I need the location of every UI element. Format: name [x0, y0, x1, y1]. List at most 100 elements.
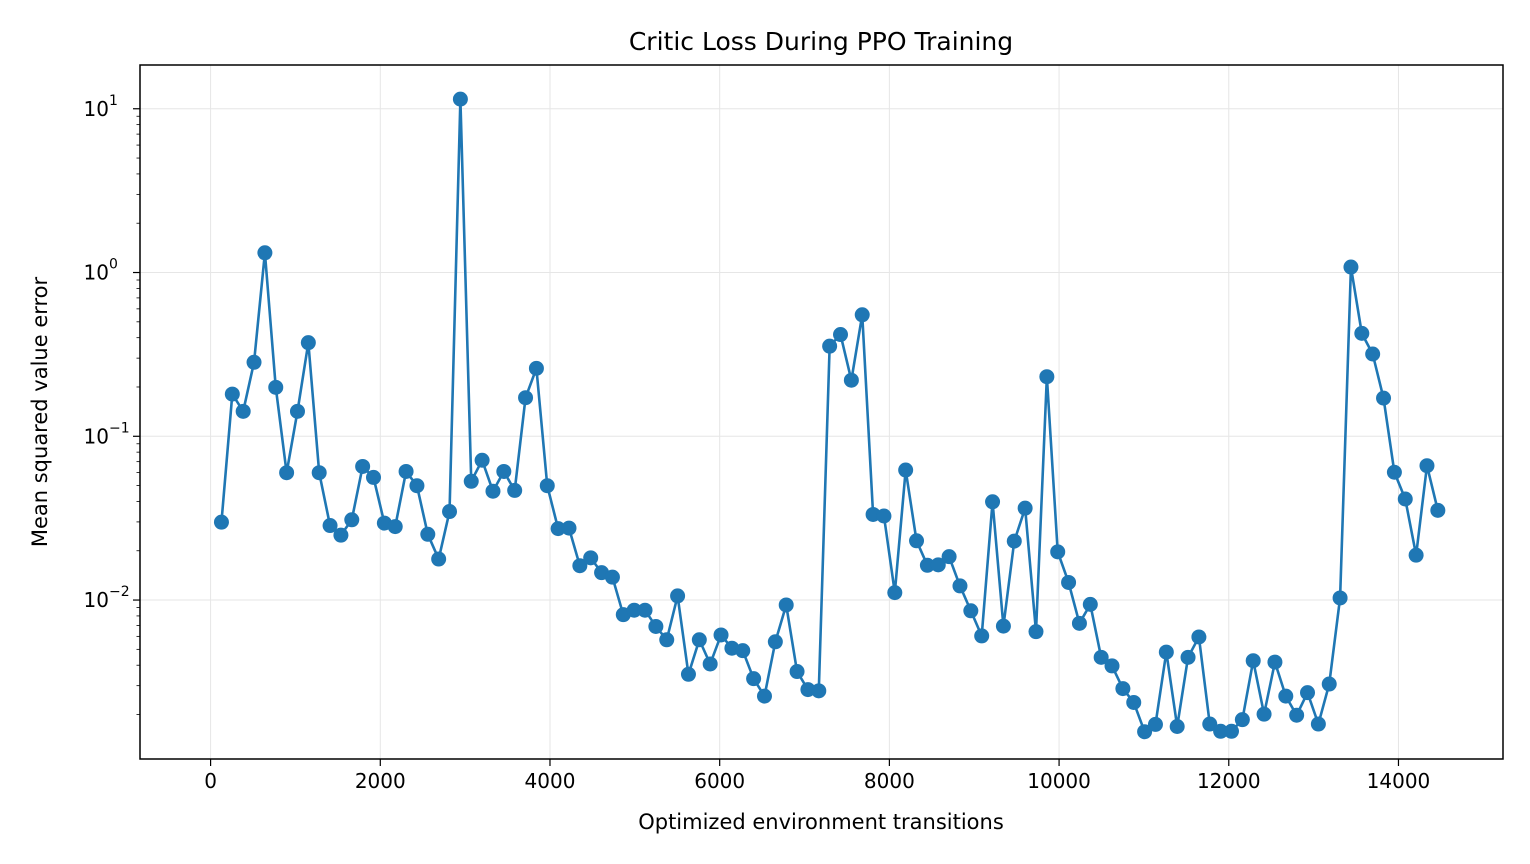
data-point: [1332, 590, 1348, 606]
x-tick-label: 6000: [694, 769, 745, 793]
data-point: [1147, 716, 1163, 732]
data-point: [898, 462, 914, 478]
data-point: [713, 627, 729, 643]
y-tick-label: 10 0: [84, 257, 118, 285]
data-point: [800, 682, 816, 698]
data-point: [431, 551, 447, 567]
data-point: [528, 360, 544, 376]
data-point: [1158, 644, 1174, 660]
data-point: [1071, 615, 1087, 631]
x-tick-label: 12000: [1197, 769, 1261, 793]
data-point: [507, 482, 523, 498]
data-point: [1191, 629, 1207, 645]
data-point: [289, 403, 305, 419]
data-point: [572, 558, 588, 574]
data-point: [213, 514, 229, 530]
data-point: [268, 379, 284, 395]
data-point: [1397, 491, 1413, 507]
data-point: [833, 327, 849, 343]
data-point: [1386, 464, 1402, 480]
data-point: [756, 688, 772, 704]
data-point: [279, 465, 295, 481]
data-point: [300, 335, 316, 351]
data-point: [985, 494, 1001, 510]
y-tick-base: 10: [84, 424, 109, 448]
data-point: [344, 512, 360, 528]
y-tick-label: 10 −1: [84, 420, 130, 448]
data-point: [789, 664, 805, 680]
data-point: [941, 549, 957, 565]
data-point: [1180, 649, 1196, 665]
data-point: [355, 458, 371, 474]
data-point: [463, 473, 479, 489]
data-point: [626, 602, 642, 618]
data-point: [680, 666, 696, 682]
data-point: [659, 632, 675, 648]
data-point: [518, 390, 534, 406]
data-point: [1213, 723, 1229, 739]
data-point: [235, 403, 251, 419]
y-tick-exponent: 0: [109, 257, 118, 273]
data-point: [995, 618, 1011, 634]
plot-frame: [139, 64, 1504, 760]
data-point: [735, 643, 751, 659]
data-point: [496, 463, 512, 479]
y-tick-exponent: 1: [109, 93, 118, 109]
data-point: [843, 372, 859, 388]
y-tick-exponent: −1: [109, 420, 130, 436]
data-point: [1202, 716, 1218, 732]
data-point: [887, 585, 903, 601]
data-point: [311, 465, 327, 481]
data-point: [1223, 723, 1239, 739]
chart-title: Critic Loss During PPO Training: [629, 27, 1013, 56]
data-point: [387, 519, 403, 535]
y-tick-base: 10: [84, 261, 109, 285]
data-point: [702, 656, 718, 672]
data-point: [420, 526, 436, 542]
data-point: [1028, 624, 1044, 640]
data-point: [691, 632, 707, 648]
series-layer: [213, 91, 1446, 740]
data-point: [257, 245, 273, 261]
data-point: [539, 478, 555, 494]
data-point: [474, 452, 490, 468]
data-point: [604, 569, 620, 585]
data-point: [778, 597, 794, 613]
data-point: [322, 518, 338, 534]
y-tick-exponent: −2: [109, 584, 130, 600]
data-point: [1061, 574, 1077, 590]
data-point: [1104, 658, 1120, 674]
data-point: [1321, 676, 1337, 692]
data-point: [485, 483, 501, 499]
x-axis: 0 2000 4000 6000 8000 10000 12000 14000: [204, 759, 1430, 793]
data-point: [1082, 596, 1098, 612]
data-point: [1278, 688, 1294, 704]
data-point: [366, 469, 382, 485]
data-point: [1169, 718, 1185, 734]
data-point: [1050, 544, 1066, 560]
grid: [140, 65, 1503, 759]
data-point: [952, 578, 968, 594]
data-point: [333, 527, 349, 543]
x-tick-label: 0: [204, 769, 217, 793]
data-point: [637, 602, 653, 618]
data-point: [1115, 681, 1131, 697]
x-tick-label: 8000: [864, 769, 915, 793]
data-point: [767, 634, 783, 650]
data-point: [550, 521, 566, 537]
y-axis-label: Mean squared value error: [28, 276, 52, 547]
x-tick-label: 10000: [1027, 769, 1091, 793]
data-point: [1300, 685, 1316, 701]
data-point: [1310, 716, 1326, 732]
x-tick-label: 14000: [1367, 769, 1431, 793]
data-point: [1430, 502, 1446, 518]
data-point: [1126, 694, 1142, 710]
data-point: [1343, 259, 1359, 275]
data-point: [1419, 458, 1435, 474]
data-point: [409, 478, 425, 494]
y-tick-label: 10 −2: [84, 584, 130, 612]
data-point: [224, 386, 240, 402]
data-point: [1354, 325, 1370, 341]
